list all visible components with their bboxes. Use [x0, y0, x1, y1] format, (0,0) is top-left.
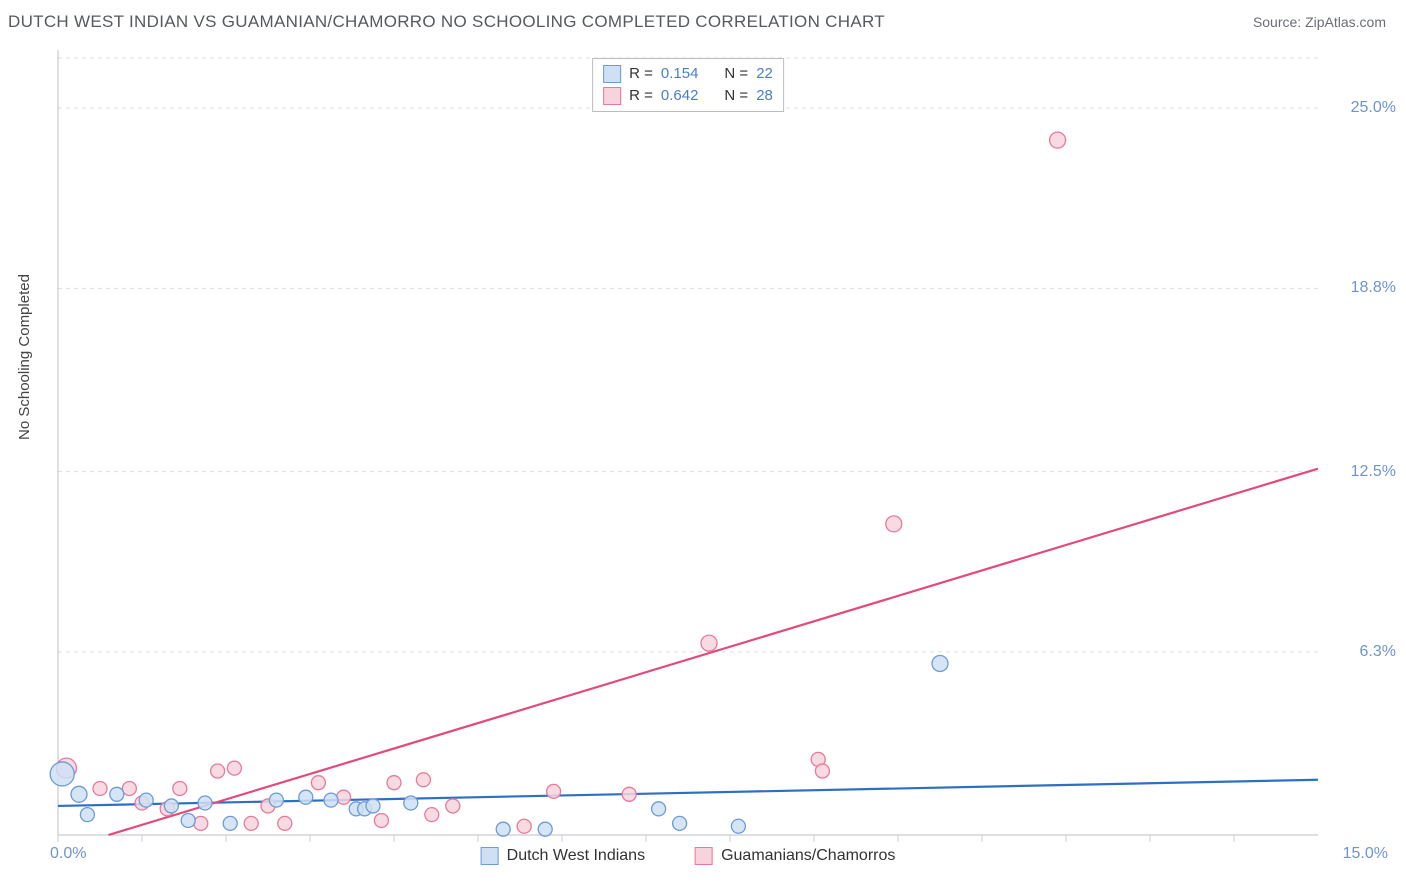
series-label-pink: Guamanians/Chamorros [721, 847, 895, 865]
series-label-blue: Dutch West Indians [507, 847, 645, 865]
n-label: N = [724, 85, 748, 107]
legend-row-blue: R = 0.154 N = 22 [603, 63, 773, 85]
legend-item-blue: Dutch West Indians [481, 847, 645, 865]
chart-title: DUTCH WEST INDIAN VS GUAMANIAN/CHAMORRO … [8, 12, 885, 32]
x-tick-max: 15.0% [1343, 845, 1388, 863]
y-tick-label: 25.0% [1351, 99, 1396, 117]
legend-item-pink: Guamanians/Chamorros [695, 847, 895, 865]
swatch-pink [695, 847, 713, 865]
y-axis-label: No Schooling Completed [16, 274, 33, 440]
x-tick-min: 0.0% [50, 845, 86, 863]
n-value-blue: 22 [756, 63, 773, 85]
r-label: R = [629, 85, 653, 107]
chart-svg [58, 50, 1318, 835]
y-tick-label: 12.5% [1351, 463, 1396, 481]
swatch-blue [481, 847, 499, 865]
chart-area: ZIPatlas R = 0.154 N = 22 R = 0.642 N = … [58, 50, 1318, 835]
source-label: Source: ZipAtlas.com [1253, 14, 1386, 30]
r-value-blue: 0.154 [661, 63, 699, 85]
y-tick-label: 6.3% [1360, 643, 1396, 661]
r-label: R = [629, 63, 653, 85]
y-tick-label: 18.8% [1351, 279, 1396, 297]
legend-row-pink: R = 0.642 N = 28 [603, 85, 773, 107]
swatch-pink [603, 87, 621, 105]
series-legend: Dutch West Indians Guamanians/Chamorros [481, 847, 896, 865]
n-label: N = [724, 63, 748, 85]
r-value-pink: 0.642 [661, 85, 699, 107]
correlation-legend: R = 0.154 N = 22 R = 0.642 N = 28 [592, 58, 784, 112]
swatch-blue [603, 65, 621, 83]
n-value-pink: 28 [756, 85, 773, 107]
